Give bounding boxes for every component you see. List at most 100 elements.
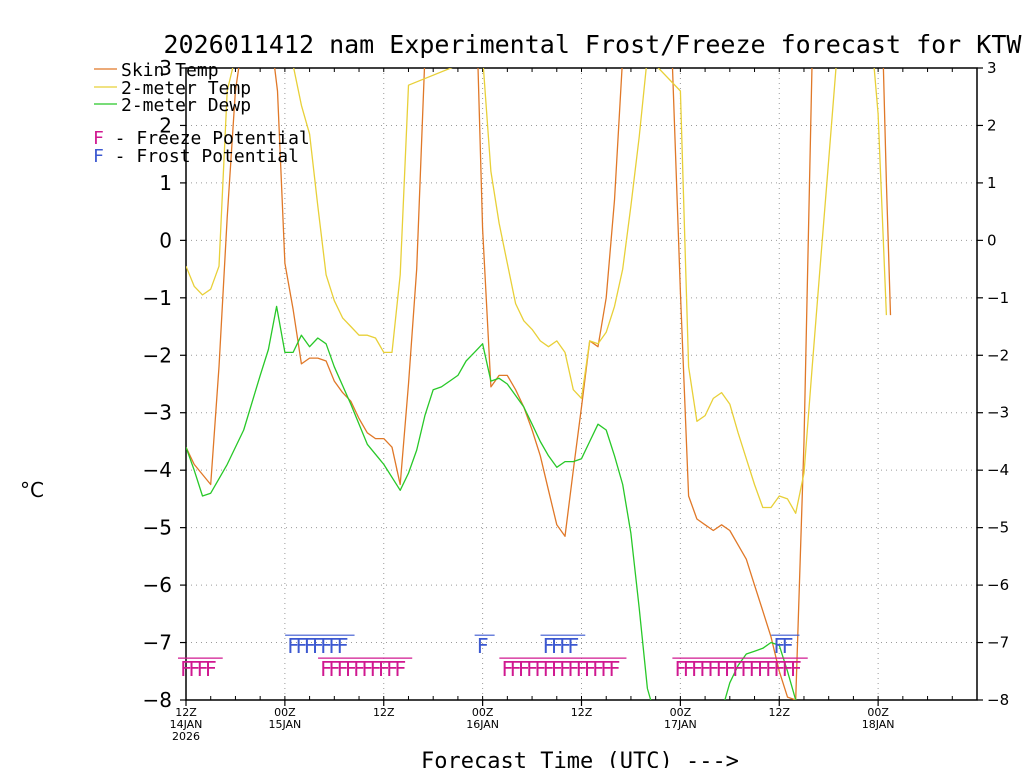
chart-title: 2026011412 nam Experimental Frost/Freeze… <box>164 30 1024 59</box>
y-tick-label-right: −5 <box>987 519 1009 537</box>
freeze-mark: F <box>394 657 406 681</box>
y-tick-label-left: −1 <box>143 286 172 310</box>
freeze-mark: F <box>345 657 357 681</box>
y-tick-label-right: −6 <box>987 576 1009 594</box>
x-tick-date: 18JAN <box>862 718 895 731</box>
freeze-mark: F <box>716 657 728 681</box>
freeze-mark: F <box>369 657 381 681</box>
freeze-mark: F <box>732 657 744 681</box>
frost-run: FF <box>771 634 800 658</box>
freeze-mark: F <box>543 657 555 681</box>
freeze-mark: F <box>691 657 703 681</box>
y-tick-label-left: −3 <box>143 401 172 425</box>
x-tick-date: 14JAN <box>170 718 203 731</box>
freeze-mark: F <box>180 657 192 681</box>
frost-mark: F <box>477 634 489 658</box>
frost-mark: F <box>295 634 307 658</box>
freeze-mark: F <box>765 657 777 681</box>
legend-temp-label: 2-meter Temp <box>121 78 251 99</box>
y-tick-label-right: 1 <box>987 174 997 192</box>
frost-mark: F <box>320 634 332 658</box>
x-tick-label: 00Z <box>274 706 296 719</box>
freeze-mark: F <box>674 657 686 681</box>
y-tick-label-right: 0 <box>987 231 997 249</box>
frost-mark: F <box>312 634 324 658</box>
x-tick-label: 12Z <box>571 706 593 719</box>
y-tick-label-left: 1 <box>159 171 172 195</box>
y-tick-label-right: −1 <box>987 289 1009 307</box>
y-axis-label: °C <box>20 478 44 502</box>
freeze-mark: F <box>337 657 349 681</box>
frost-mark: F <box>328 634 340 658</box>
freeze-mark: F <box>567 657 579 681</box>
y-tick-label-left: 3 <box>159 56 172 80</box>
series-line-temp <box>186 68 888 514</box>
freeze-mark: F <box>361 657 373 681</box>
y-tick-label-right: 2 <box>987 116 997 134</box>
freeze-mark: F <box>526 657 538 681</box>
freeze-mark: F <box>510 657 522 681</box>
y-tick-label-left: 2 <box>159 113 172 137</box>
y-tick-label-left: −6 <box>143 573 172 597</box>
y-tick-label-right: −4 <box>987 461 1009 479</box>
y-tick-label-right: −7 <box>987 634 1009 652</box>
freeze-mark: F <box>386 657 398 681</box>
legend-frost-entry: F - Frost Potential <box>93 146 299 167</box>
legend: Skin Temp 2-meter Temp 2-meter Dewp F - … <box>93 60 310 167</box>
freeze-mark: F <box>584 657 596 681</box>
freeze-mark: F <box>551 657 563 681</box>
freeze-mark: F <box>757 657 769 681</box>
legend-frost-letter: F <box>93 146 104 167</box>
freeze-mark: F <box>518 657 530 681</box>
x-tick-label: 00Z <box>472 706 494 719</box>
freeze-mark: F <box>699 657 711 681</box>
x-tick-date: 16JAN <box>466 718 499 731</box>
frost-mark: F <box>781 634 793 658</box>
frost-mark: F <box>543 634 555 658</box>
x-tick-label: 12Z <box>175 706 197 719</box>
y-tick-label-left: −5 <box>143 516 172 540</box>
freeze-mark: F <box>781 657 793 681</box>
freeze-mark: F <box>592 657 604 681</box>
y-tick-label-left: −8 <box>143 688 172 712</box>
y-tick-label-right: −8 <box>987 691 1009 709</box>
legend-freeze-letter: F <box>93 128 104 149</box>
x-tick-date: 17JAN <box>664 718 697 731</box>
x-axis-label: Forecast Time (UTC) ---> <box>421 749 739 768</box>
freeze-mark: F <box>773 657 785 681</box>
frost-mark: F <box>773 634 785 658</box>
frost-mark: F <box>304 634 316 658</box>
y-axis-right: −8 −7 −6 −5 −4 −3 −2 −1 0 1 2 3 <box>977 59 1009 709</box>
legend-skin-label: Skin Temp <box>121 60 219 81</box>
freeze-mark: F <box>328 657 340 681</box>
y-tick-label-left: −4 <box>143 458 172 482</box>
freeze-mark: F <box>608 657 620 681</box>
freeze-mark: F <box>707 657 719 681</box>
x-tick-label: 00Z <box>867 706 889 719</box>
freeze-mark: F <box>378 657 390 681</box>
freeze-mark: F <box>600 657 612 681</box>
x-tick-label: 00Z <box>670 706 692 719</box>
freeze-mark: F <box>196 657 208 681</box>
y-tick-label-right: 3 <box>987 59 997 77</box>
x-tick-label: 12Z <box>768 706 790 719</box>
y-tick-label-right: −3 <box>987 404 1009 422</box>
freeze-mark: F <box>205 657 217 681</box>
x-tick-year: 2026 <box>172 730 200 743</box>
freeze-mark: F <box>683 657 695 681</box>
freeze-mark: F <box>320 657 332 681</box>
frost-run: F <box>474 634 495 658</box>
y-tick-label-left: −7 <box>143 631 172 655</box>
legend-dewp-label: 2-meter Dewp <box>121 95 251 116</box>
freeze-mark: F <box>575 657 587 681</box>
plot-grid <box>186 68 977 700</box>
freeze-mark: F <box>534 657 546 681</box>
freeze-mark: F <box>501 657 513 681</box>
